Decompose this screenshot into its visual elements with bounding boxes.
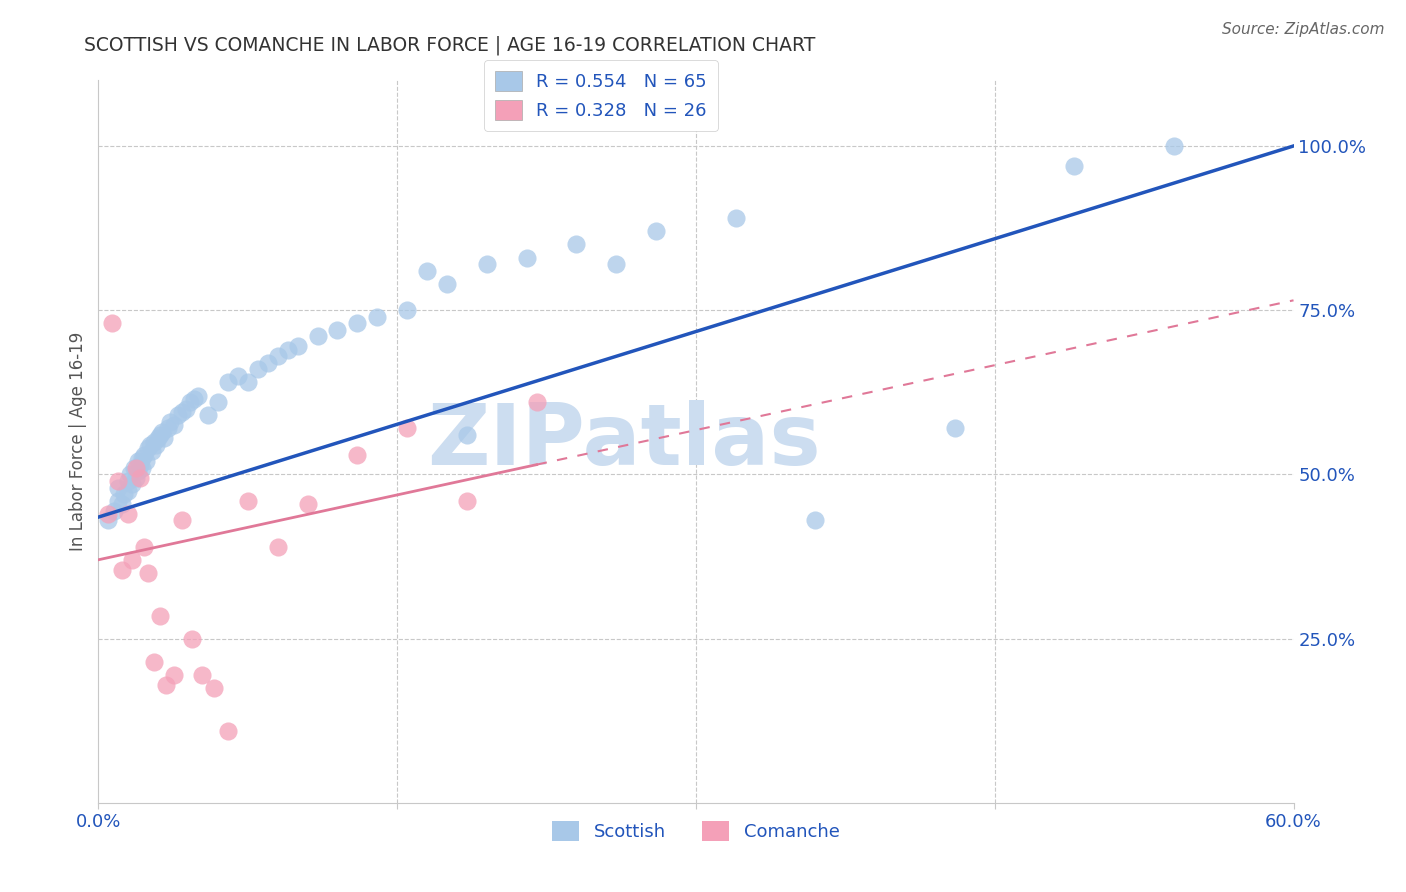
Point — [436, 277, 458, 291]
Point — [516, 251, 538, 265]
Point — [645, 224, 668, 238]
Point — [149, 608, 172, 623]
Point — [136, 566, 159, 580]
Point — [605, 257, 627, 271]
Point — [148, 431, 170, 445]
Point — [143, 655, 166, 669]
Point — [1163, 139, 1185, 153]
Point — [236, 376, 259, 390]
Text: Source: ZipAtlas.com: Source: ZipAtlas.com — [1222, 22, 1385, 37]
Point — [217, 376, 239, 390]
Point — [346, 448, 368, 462]
Point — [179, 395, 201, 409]
Point — [256, 356, 278, 370]
Point — [97, 507, 120, 521]
Point — [346, 316, 368, 330]
Point — [150, 425, 173, 439]
Point — [111, 563, 134, 577]
Point — [1063, 159, 1085, 173]
Point — [112, 487, 135, 501]
Point — [366, 310, 388, 324]
Point — [129, 471, 152, 485]
Point — [107, 474, 129, 488]
Point — [267, 540, 290, 554]
Point — [135, 454, 157, 468]
Point — [141, 444, 163, 458]
Point — [396, 421, 419, 435]
Point — [120, 467, 142, 482]
Point — [117, 474, 139, 488]
Point — [174, 401, 197, 416]
Point — [181, 632, 204, 646]
Point — [191, 667, 214, 681]
Point — [155, 677, 177, 691]
Point — [163, 418, 186, 433]
Point — [103, 503, 125, 517]
Point — [163, 667, 186, 681]
Point — [131, 460, 153, 475]
Point — [143, 434, 166, 449]
Legend: Scottish, Comanche: Scottish, Comanche — [546, 814, 846, 848]
Point — [111, 497, 134, 511]
Point — [183, 392, 205, 406]
Point — [307, 329, 329, 343]
Point — [202, 681, 225, 695]
Point — [117, 507, 139, 521]
Point — [117, 483, 139, 498]
Point — [145, 438, 167, 452]
Point — [153, 431, 176, 445]
Point — [121, 477, 143, 491]
Point — [134, 540, 156, 554]
Point — [127, 464, 149, 478]
Point — [475, 257, 498, 271]
Point — [131, 450, 153, 465]
Point — [277, 343, 299, 357]
Point — [326, 323, 349, 337]
Point — [97, 513, 120, 527]
Point — [136, 441, 159, 455]
Point — [207, 395, 229, 409]
Point — [149, 428, 172, 442]
Point — [101, 316, 124, 330]
Point — [129, 458, 152, 472]
Point — [804, 513, 827, 527]
Text: ZIPatlas: ZIPatlas — [427, 400, 821, 483]
Point — [246, 362, 269, 376]
Point — [236, 493, 259, 508]
Point — [134, 448, 156, 462]
Point — [943, 421, 966, 435]
Point — [287, 339, 309, 353]
Point — [217, 723, 239, 738]
Point — [226, 368, 249, 383]
Point — [124, 460, 146, 475]
Point — [565, 237, 588, 252]
Point — [416, 264, 439, 278]
Point — [167, 409, 190, 423]
Point — [456, 428, 478, 442]
Point — [197, 409, 219, 423]
Point — [125, 471, 148, 485]
Point — [187, 388, 209, 402]
Y-axis label: In Labor Force | Age 16-19: In Labor Force | Age 16-19 — [69, 332, 87, 551]
Point — [157, 421, 180, 435]
Point — [159, 415, 181, 429]
Point — [396, 303, 419, 318]
Point — [172, 513, 194, 527]
Point — [107, 481, 129, 495]
Text: SCOTTISH VS COMANCHE IN LABOR FORCE | AGE 16-19 CORRELATION CHART: SCOTTISH VS COMANCHE IN LABOR FORCE | AG… — [84, 36, 815, 55]
Point — [297, 497, 319, 511]
Point — [107, 493, 129, 508]
Point — [456, 493, 478, 508]
Point — [267, 349, 290, 363]
Point — [121, 553, 143, 567]
Point — [139, 438, 162, 452]
Point — [724, 211, 747, 226]
Point — [125, 460, 148, 475]
Point — [127, 454, 149, 468]
Point — [526, 395, 548, 409]
Point — [172, 405, 194, 419]
